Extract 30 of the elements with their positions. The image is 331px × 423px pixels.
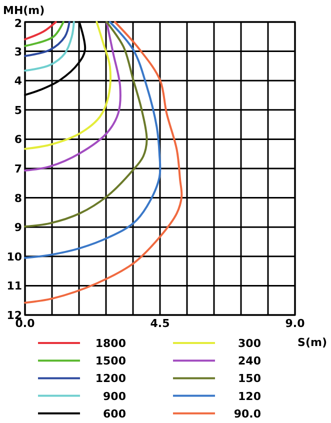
legend-label: 1500 bbox=[95, 354, 126, 368]
legend-label: 1800 bbox=[95, 337, 126, 350]
line-series bbox=[24, 21, 148, 228]
legend-label: 1200 bbox=[95, 372, 126, 386]
y-tick-label: 7 bbox=[14, 162, 22, 176]
x-tick-label: 4.5 bbox=[150, 317, 170, 330]
x-axis-title: S(m) bbox=[298, 336, 327, 349]
legend-label: 240 bbox=[238, 354, 262, 368]
y-tick-label: 3 bbox=[14, 45, 22, 58]
y-tick-label: 9 bbox=[14, 221, 22, 234]
line-series bbox=[24, 21, 122, 172]
legend-label: 900 bbox=[103, 390, 126, 403]
y-tick-label: 8 bbox=[14, 192, 22, 205]
y-tick-label: 4 bbox=[14, 74, 22, 88]
line-series bbox=[24, 21, 75, 72]
legend-label: 300 bbox=[238, 337, 262, 350]
legend-label: 150 bbox=[238, 372, 262, 386]
x-tick-label: 9.0 bbox=[285, 317, 306, 330]
y-tick-label: 10 bbox=[6, 250, 22, 264]
y-tick-label: 2 bbox=[14, 17, 22, 30]
legend-label: 120 bbox=[238, 390, 262, 403]
y-axis-title: MH(m) bbox=[3, 4, 45, 17]
y-tick-label: 11 bbox=[6, 280, 22, 293]
legend-label: 600 bbox=[103, 407, 126, 420]
y-tick-label: 6 bbox=[14, 133, 22, 146]
legend-label: 90.0 bbox=[234, 407, 262, 420]
line-series bbox=[24, 21, 162, 259]
line-series bbox=[24, 21, 183, 304]
y-tick-label: 5 bbox=[14, 104, 22, 117]
line-series bbox=[24, 21, 70, 57]
